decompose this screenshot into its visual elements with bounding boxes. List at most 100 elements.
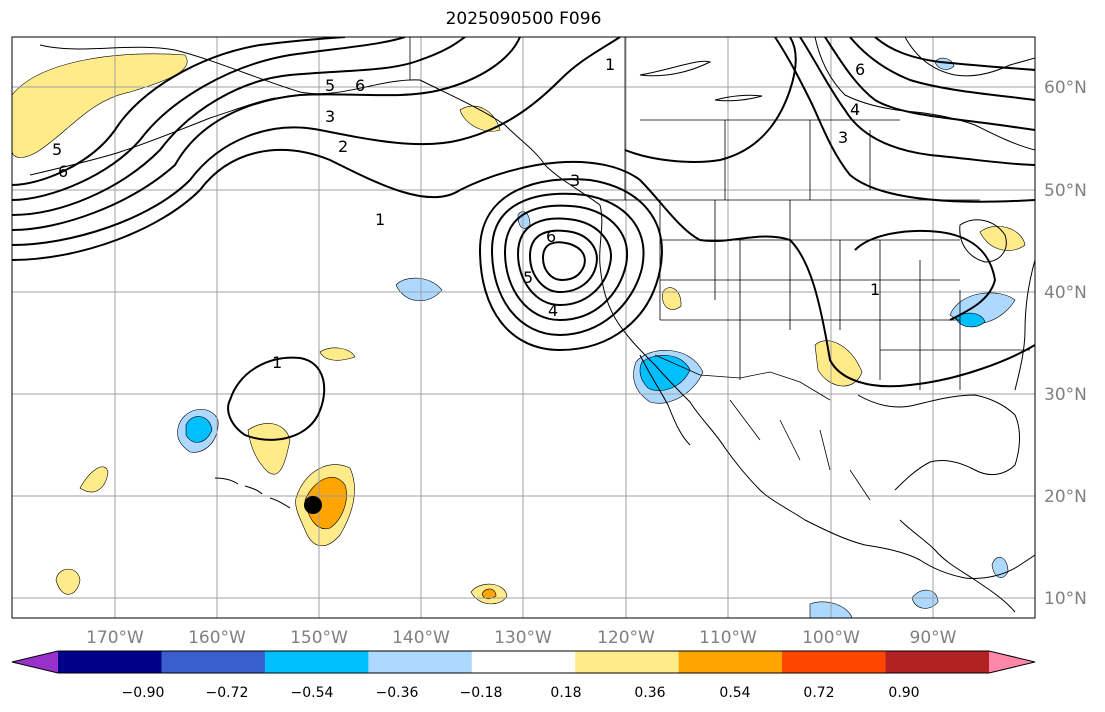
island-hudson — [639, 60, 712, 77]
lon-tick: 90°W — [910, 628, 957, 648]
contour-6 — [12, 37, 346, 186]
island-b — [714, 94, 763, 102]
contour-label-group: 5 6 3 2 1 5 6 6 5 4 3 1 1 1 6 4 3 — [52, 55, 880, 372]
us-mexico-border — [654, 354, 831, 401]
alaska-coast — [39, 44, 601, 206]
negative-anomaly-greenland — [934, 57, 955, 70]
colorbar-segment — [471, 651, 576, 673]
colorbar-segment — [575, 651, 680, 673]
lat-tick: 10°N — [1044, 589, 1087, 609]
colorbar-tick: −0.90 — [122, 685, 165, 701]
contour-low-6 — [541, 241, 586, 282]
colorbar-tick: 0.36 — [634, 685, 665, 701]
colorbar-segment — [368, 651, 473, 673]
hudson-coast — [814, 37, 1035, 151]
positive-anomaly-west-b — [55, 568, 81, 595]
negative-anomaly-socal-core — [639, 355, 691, 391]
latitude-labels: 60°N 50°N 40°N 30°N 20°N 10°N — [1044, 78, 1087, 609]
colorbar-tick: −0.18 — [460, 685, 503, 701]
colorbar-segment — [678, 651, 783, 673]
map-frame — [11, 36, 1036, 619]
lon-tick: 140°W — [392, 628, 450, 648]
positive-anomaly-pacific-b — [319, 347, 356, 361]
colorbar-tick: 0.72 — [803, 685, 834, 701]
contour-low-2 — [490, 192, 645, 337]
positive-anomaly-hawaii-core — [304, 477, 347, 530]
contour-east-4 — [824, 37, 1035, 131]
colorbar-tick: −0.36 — [376, 685, 419, 701]
graticule — [12, 37, 1035, 618]
contour-5 — [12, 37, 406, 201]
lat-tick: 40°N — [1044, 283, 1087, 303]
colorbar-tick: 0.90 — [888, 685, 919, 701]
lon-tick: 150°W — [290, 628, 348, 648]
contour-label: 4 — [548, 301, 558, 320]
positive-anomaly-pacific-c — [247, 423, 291, 475]
colorbar-tick: −0.72 — [206, 685, 249, 701]
contour-low-4 — [516, 217, 612, 307]
colorbar-segment — [782, 651, 887, 673]
contour-1-north — [12, 149, 1035, 388]
contours — [12, 37, 1035, 441]
lat-tick: 60°N — [1044, 78, 1087, 98]
contour-label: 1 — [870, 280, 880, 299]
contour-east-6 — [874, 37, 1035, 71]
contour-canada-1 — [624, 37, 797, 163]
lon-tick: 160°W — [188, 628, 246, 648]
contour-label: 6 — [546, 227, 556, 246]
map-title: 2025090500 F096 — [445, 9, 602, 29]
negative-anomaly-central-am — [911, 589, 939, 609]
colorbar — [11, 650, 1036, 674]
colorbar-labels: −0.90 −0.72 −0.54 −0.36 −0.18 0.18 0.36 … — [122, 685, 920, 701]
lon-tick: 130°W — [494, 628, 552, 648]
colorbar-outline — [11, 650, 1036, 674]
contour-low-3 — [503, 204, 629, 322]
contour-3 — [12, 37, 521, 231]
contour-east-1 — [854, 229, 997, 321]
greenland-coast — [904, 37, 1035, 77]
contour-label: 6 — [855, 60, 865, 79]
greatlakes-outline — [959, 219, 1007, 263]
colorbar-extension-min — [12, 651, 58, 673]
anomaly-shading — [12, 53, 1026, 618]
central-america — [899, 519, 1016, 613]
positive-anomaly-west-a — [79, 466, 109, 493]
lon-tick: 110°W — [699, 628, 757, 648]
colorbar-tick: 0.18 — [550, 685, 581, 701]
lon-tick: 100°W — [802, 628, 860, 648]
contour-4 — [12, 37, 466, 216]
contour-label: 4 — [850, 100, 860, 119]
contour-label: 6 — [355, 76, 365, 95]
colorbar-segment — [264, 651, 369, 673]
contour-low-1 — [478, 178, 663, 352]
west-coast — [599, 204, 1035, 579]
contour-label: 1 — [375, 210, 385, 229]
positive-anomaly-nevada — [662, 287, 682, 310]
borders — [409, 37, 1030, 501]
contour-east-5 — [849, 37, 1035, 101]
contour-2 — [12, 37, 621, 246]
positive-anomaly-texas — [814, 340, 863, 387]
hawaii-islands — [214, 477, 291, 509]
lon-tick: 170°W — [86, 628, 144, 648]
baja — [639, 354, 691, 446]
contour-label: 1 — [605, 55, 615, 74]
contour-label: 5 — [325, 76, 335, 95]
negative-anomaly-ne-core — [955, 312, 986, 328]
contour-label: 5 — [52, 140, 62, 159]
longitude-labels: 170°W 160°W 150°W 140°W 130°W 120°W 110°… — [86, 628, 957, 648]
lat-tick: 50°N — [1044, 181, 1087, 201]
colorbar-segment — [58, 651, 162, 673]
contour-label: 3 — [325, 107, 335, 126]
mexico-states — [729, 399, 871, 501]
colorbar-tick: −0.54 — [291, 685, 334, 701]
colorbar-extension-max — [989, 651, 1035, 673]
lon-tick: 120°W — [597, 628, 655, 648]
colorbar-tick: 0.54 — [719, 685, 750, 701]
contour-label: 3 — [838, 128, 848, 147]
contour-label: 6 — [58, 162, 68, 181]
lat-tick: 20°N — [1044, 487, 1087, 507]
contour-label: 3 — [570, 171, 580, 190]
hurricane-marker — [304, 496, 322, 514]
negative-anomaly-hawaii-n-core — [185, 416, 213, 443]
